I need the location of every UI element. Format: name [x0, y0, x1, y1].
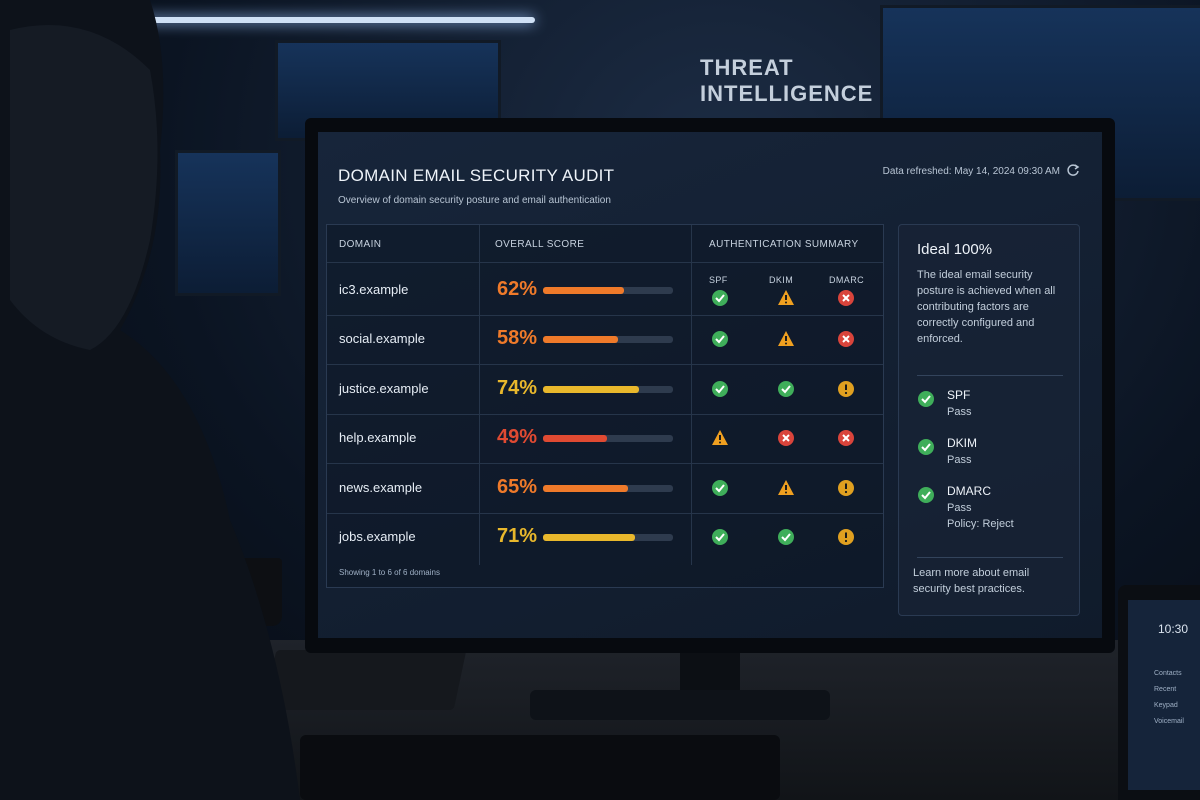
- status-icon-fail: [778, 430, 794, 447]
- score-bar: [543, 385, 640, 393]
- domain-name: social.example: [339, 331, 425, 347]
- auth-column-header: DMARC: [829, 275, 864, 285]
- monitor-stand: [680, 650, 740, 695]
- item-name: DMARC: [947, 484, 991, 498]
- score-label: 71%: [497, 525, 538, 548]
- row-divider: [327, 463, 883, 464]
- status-icon-pass: [778, 529, 794, 546]
- status-icon-pass: [918, 439, 934, 455]
- score-bar: [543, 534, 636, 542]
- status-icon-warn: [778, 479, 794, 495]
- domain-table: DOMAIN OVERALL SCORE AUTHENTICATION SUMMAR…: [326, 224, 884, 588]
- column-divider: [479, 225, 480, 565]
- status-icon-fail: [838, 289, 854, 306]
- phone-menu-item[interactable]: Voicemail: [1154, 718, 1184, 725]
- score-track: [543, 484, 673, 492]
- item-detail: Policy: Reject: [947, 518, 1014, 530]
- domain-name: ic3.example: [339, 281, 409, 297]
- score-bar: [543, 484, 628, 492]
- person-silhouette: [0, 0, 300, 800]
- status-icon-pass: [778, 380, 794, 397]
- column-header: DOMAIN: [339, 239, 382, 250]
- domain-name: justice.example: [339, 380, 429, 396]
- status-icon-caution: [838, 380, 854, 397]
- monitor-base: [530, 690, 830, 720]
- score-track: [543, 385, 673, 393]
- status-icon-pass: [918, 391, 934, 407]
- phone-menu-item[interactable]: Keypad: [1154, 702, 1178, 709]
- domain-name: news.example: [339, 479, 423, 495]
- status-icon-fail: [838, 430, 854, 447]
- refresh-button[interactable]: [1066, 163, 1080, 177]
- wall-screen: [175, 150, 281, 296]
- refresh-time: Data refreshed: May 14, 2024 09:30 AM: [882, 166, 1060, 177]
- dashboard-subtitle: Overview of domain security posture and …: [338, 195, 611, 206]
- item-status: Pass: [947, 406, 972, 418]
- keyboard: [300, 735, 780, 800]
- panel-divider: [917, 557, 1063, 558]
- status-icon-pass: [712, 289, 728, 306]
- status-icon-warn: [712, 430, 728, 446]
- status-icon-caution: [838, 529, 854, 546]
- status-icon-pass: [712, 479, 728, 496]
- table-footer: Showing 1 to 6 of 6 domains: [339, 568, 440, 577]
- learn-more-link[interactable]: Learn more about email security best pra…: [913, 567, 1030, 595]
- status-icon-pass: [918, 487, 934, 503]
- row-divider: [327, 314, 883, 316]
- row-divider: [327, 262, 883, 263]
- score-track: [543, 286, 673, 294]
- column-header: AUTHENTICATION SUMMARY: [709, 239, 859, 250]
- score-label: 74%: [497, 376, 538, 399]
- item-status: Pass: [947, 502, 972, 514]
- phone-menu-item[interactable]: Recent: [1154, 686, 1177, 693]
- row-divider: [327, 413, 883, 415]
- panel-text: The ideal email security posture is achi…: [917, 269, 1056, 345]
- item-name: DKIM: [947, 436, 977, 450]
- domain-name: jobs.example: [339, 529, 416, 545]
- status-icon-fail: [838, 331, 854, 348]
- status-icon-pass: [712, 331, 728, 348]
- auth-column-header: DKIM: [769, 275, 794, 285]
- score-label: 65%: [497, 475, 538, 498]
- phone-time: 10:30: [1158, 622, 1189, 636]
- score-label: 49%: [497, 426, 538, 449]
- column-divider: [691, 225, 692, 565]
- column-header: OVERALL SCORE: [495, 239, 585, 250]
- status-icon-pass: [712, 529, 728, 546]
- panel-title: Ideal 100%: [917, 241, 993, 258]
- panel-divider: [917, 375, 1063, 376]
- score-label: 58%: [497, 327, 538, 350]
- row-divider: [327, 364, 883, 365]
- domain-name: help.example: [339, 430, 417, 446]
- phone-screen: 10:30 Contacts Recent Keypad Voicemail: [1128, 600, 1200, 790]
- dashboard-title: DOMAIN EMAIL SECURITY AUDIT: [338, 166, 615, 185]
- ideal-panel: Ideal 100% The ideal email security postu…: [898, 224, 1080, 616]
- score-track: [543, 534, 673, 542]
- phone-menu-item[interactable]: Contacts: [1154, 670, 1182, 677]
- ceiling-light: [140, 17, 535, 23]
- auth-column-header: SPF: [709, 275, 728, 285]
- wall-sign: THREAT INTELLIGENCE: [700, 55, 874, 106]
- score-bar: [543, 435, 607, 443]
- score-track: [543, 435, 673, 443]
- score-track: [543, 336, 673, 344]
- status-icon-caution: [838, 479, 854, 496]
- item-name: SPF: [947, 388, 971, 402]
- status-icon-pass: [712, 380, 728, 397]
- row-divider: [327, 512, 883, 514]
- dashboard: DOMAIN EMAIL SECURITY AUDIT Overview of …: [318, 132, 1102, 638]
- status-icon-warn: [778, 289, 794, 305]
- score-bar: [543, 286, 624, 294]
- item-status: Pass: [947, 454, 972, 466]
- score-bar: [543, 336, 619, 344]
- phone-menu: Contacts Recent Keypad Voicemail: [1154, 670, 1184, 734]
- score-label: 62%: [497, 277, 538, 300]
- status-icon-warn: [778, 331, 794, 347]
